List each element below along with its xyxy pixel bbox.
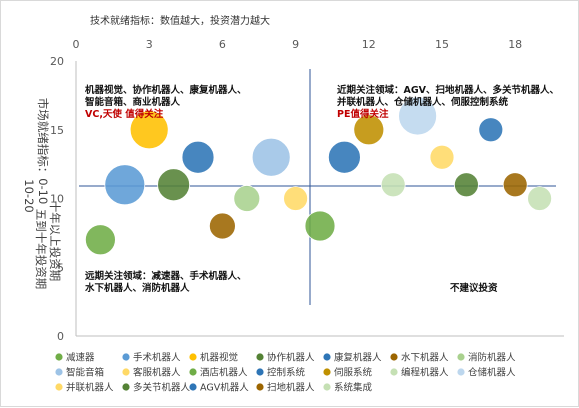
annotation-top-right: 近期关注领域：AGV、扫地机器人、多关节机器人、 bbox=[337, 84, 559, 96]
annotation-top-right-highlight: PE值得关注 bbox=[337, 108, 389, 120]
legend-marker bbox=[122, 368, 130, 376]
legend-marker bbox=[256, 383, 264, 391]
legend-label: 减速器 bbox=[66, 352, 95, 364]
y-tick-label: 20 bbox=[50, 55, 64, 68]
legend-marker bbox=[122, 383, 130, 391]
legend-label: 酒店机器人 bbox=[200, 367, 248, 379]
bubble-point bbox=[502, 172, 528, 198]
x-tick-label: 12 bbox=[362, 38, 376, 51]
legend-label: 多关节机器人 bbox=[133, 382, 191, 394]
legend-label: 并联机器人 bbox=[66, 382, 114, 394]
legend-marker bbox=[189, 383, 197, 391]
annotation-top-left-highlight: VC,天使 值得关注 bbox=[85, 108, 164, 120]
annotation-top-left: 智能音箱、商业机器人 bbox=[85, 96, 181, 108]
annotation-bottom-right: 不建议投资 bbox=[450, 282, 498, 294]
legend-marker bbox=[55, 383, 63, 391]
legend-label: 智能音箱 bbox=[66, 367, 104, 379]
bubble-point bbox=[283, 186, 309, 211]
y-axis-label-4: 五到十年投资期 bbox=[34, 209, 48, 290]
legend-label: 手术机器人 bbox=[133, 352, 181, 364]
bubble-point bbox=[181, 140, 215, 174]
legend-marker bbox=[457, 353, 465, 361]
annotation-top-left: 机器视觉、协作机器人、康复机器人、 bbox=[85, 84, 247, 96]
legend-label: 控制系统 bbox=[267, 367, 306, 379]
y-tick-label: 15 bbox=[50, 124, 64, 137]
y-axis-label-2: 十年以上投资期 bbox=[48, 201, 62, 282]
annotation-bottom-left: 远期关注领域：减速器、手术机器人、 bbox=[85, 270, 247, 282]
bubble-point bbox=[429, 144, 455, 170]
x-tick-label: 15 bbox=[435, 38, 449, 51]
legend-label: 机器视觉 bbox=[200, 352, 238, 364]
bubble-point bbox=[453, 172, 479, 198]
x-tick-label: 9 bbox=[292, 38, 299, 51]
legend-marker bbox=[457, 368, 465, 376]
legend-marker bbox=[390, 368, 398, 376]
y-axis-label-3: 10-20 bbox=[22, 179, 36, 212]
legend-marker bbox=[256, 368, 264, 376]
bubble-point bbox=[85, 224, 116, 256]
x-tick-label: 6 bbox=[219, 38, 226, 51]
legend-marker bbox=[122, 353, 130, 361]
bubble-point bbox=[398, 96, 438, 136]
bubble-point bbox=[251, 137, 291, 177]
y-axis-label-1: 市场就绪指标：0-10 bbox=[36, 98, 50, 205]
legend-marker bbox=[323, 368, 331, 376]
bubble-point bbox=[353, 114, 385, 146]
legend-label: 水下机器人 bbox=[401, 352, 449, 364]
bubble-point bbox=[327, 140, 361, 174]
bubble-point bbox=[527, 186, 552, 211]
y-tick-label: 0 bbox=[57, 330, 64, 343]
legend-label: 消防机器人 bbox=[468, 352, 516, 364]
legend-label: 扫地机器人 bbox=[267, 382, 315, 394]
legend-marker bbox=[323, 353, 331, 361]
legend-label: 仓储机器人 bbox=[468, 367, 516, 379]
legend-marker bbox=[55, 368, 63, 376]
annotation-bottom-left: 水下机器人、消防机器人 bbox=[85, 282, 190, 294]
x-tick-label: 0 bbox=[73, 38, 80, 51]
legend-label: 康复机器人 bbox=[334, 352, 382, 364]
x-tick-label: 3 bbox=[146, 38, 153, 51]
legend-label: 编程机器人 bbox=[401, 367, 449, 379]
legend-label: 客服机器人 bbox=[133, 367, 181, 379]
legend-marker bbox=[55, 353, 63, 361]
bubble-point bbox=[104, 164, 146, 206]
legend-marker bbox=[323, 383, 331, 391]
legend-marker bbox=[189, 353, 197, 361]
bubble-point bbox=[233, 185, 261, 212]
bubble-point bbox=[157, 168, 191, 202]
legend-marker bbox=[189, 368, 197, 376]
legend-label: 伺服系统 bbox=[334, 367, 373, 379]
y-tick-label: 5 bbox=[57, 261, 64, 274]
bubble-point bbox=[208, 212, 236, 240]
x-tick-label: 18 bbox=[508, 38, 522, 51]
legend-marker bbox=[390, 353, 398, 361]
y-tick-label: 10 bbox=[50, 193, 64, 206]
bubble-point bbox=[129, 110, 169, 150]
legend-label: AGV机器人 bbox=[200, 382, 249, 394]
legend-marker bbox=[256, 353, 264, 361]
bubble-point bbox=[380, 172, 406, 198]
bubble-point bbox=[478, 117, 504, 143]
legend-label: 协作机器人 bbox=[267, 352, 315, 364]
annotation-top-right: 并联机器人、仓储机器人、伺服控制系统 bbox=[337, 96, 509, 108]
legend-label: 系统集成 bbox=[334, 382, 373, 394]
chart-title: 技术就绪指标：数值越大，投资潜力越大 bbox=[90, 14, 270, 27]
bubble-point bbox=[304, 210, 336, 242]
